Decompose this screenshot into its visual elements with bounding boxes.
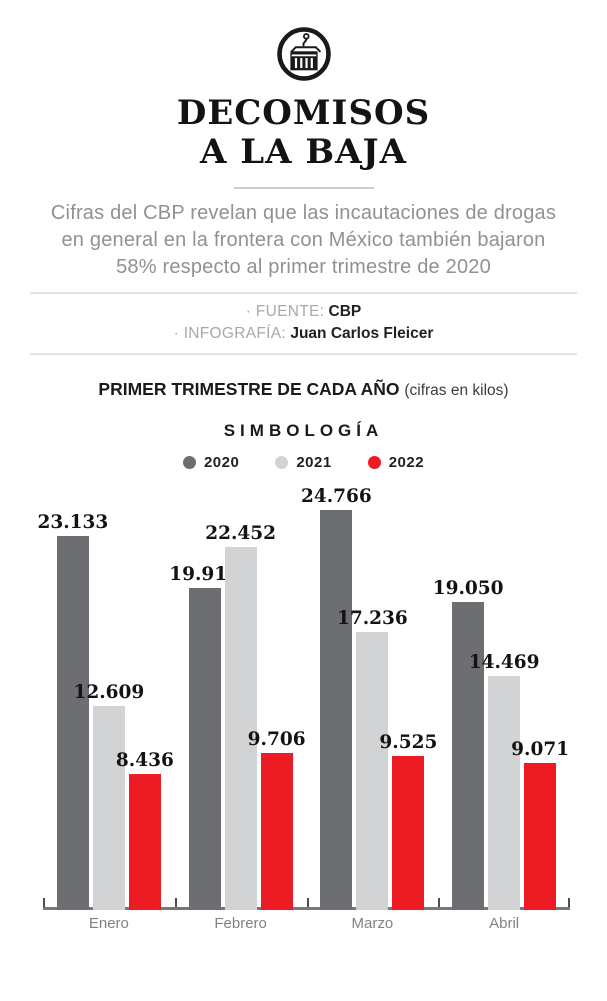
bar-enero-2021: 12.609 <box>73 682 144 910</box>
bar-value-label: 23.133 <box>37 512 109 533</box>
legend: 2020 2021 2022 <box>0 454 607 471</box>
bar-value-label: 24.766 <box>300 486 372 507</box>
bar-value-label: 22.452 <box>205 523 277 544</box>
chart-title: PRIMER TRIMESTRE DE CADA AÑO (cifras en … <box>0 379 607 400</box>
x-axis <box>43 898 570 910</box>
bar-value-label: 8.436 <box>115 750 174 771</box>
bar-group-enero: 23.133 12.609 8.436 <box>37 512 175 910</box>
bar-value-label: 17.236 <box>336 608 408 629</box>
subtitle: Cifras del CBP revelan que las incautaci… <box>0 200 607 281</box>
bar-rect <box>92 706 125 910</box>
bar-abril-2021: 14.469 <box>469 652 540 910</box>
source-label: · FUENTE: <box>245 303 325 320</box>
legend-dot-2020 <box>182 456 196 469</box>
bar-rect <box>224 547 257 910</box>
bar-febrero-2020: 19.912 <box>169 564 240 910</box>
legend-item-2022: 2022 <box>367 454 425 471</box>
source-block: · FUENTE: CBP · INFOGRAFÍA: Juan Carlos … <box>0 294 607 353</box>
divider-bottom <box>30 353 577 355</box>
divider-top <box>30 292 577 294</box>
axis-tick <box>306 898 309 907</box>
credit-line: · INFOGRAFÍA: Juan Carlos Fleicer <box>0 323 607 345</box>
bar-rect <box>356 632 389 910</box>
month-label-marzo: Marzo <box>351 915 394 932</box>
axis-tick <box>43 898 45 907</box>
bar-marzo-2020: 24.766 <box>301 486 372 910</box>
bar-chart: 23.133 12.609 8.436 19.912 22.452 9.706 24.766… <box>0 484 607 932</box>
legend-label-2021: 2021 <box>296 454 332 471</box>
chart-title-main: PRIMER TRIMESTRE DE CADA AÑO <box>98 379 400 399</box>
container-crane-icon <box>275 27 333 87</box>
credit-label: · INFOGRAFÍA: <box>173 325 287 342</box>
page-title-line1: DECOMISOS <box>176 93 431 133</box>
month-label-enero: Enero <box>88 915 129 932</box>
bar-febrero-2021: 22.452 <box>205 523 276 910</box>
bar-value-label: 9.706 <box>247 729 306 750</box>
page-title: DECOMISOS A LA BAJA <box>0 94 607 172</box>
bar-abril-2022: 9.071 <box>511 739 569 910</box>
legend-dot-2022 <box>367 456 381 469</box>
bar-marzo-2021: 17.236 <box>337 608 408 910</box>
legend-label-2020: 2020 <box>203 454 240 471</box>
bar-febrero-2022: 9.706 <box>248 729 306 910</box>
bar-enero-2020: 23.133 <box>37 512 108 910</box>
legend-label-2022: 2022 <box>388 454 425 471</box>
bar-rect <box>488 676 521 910</box>
bar-group-febrero: 19.912 22.452 9.706 <box>169 523 307 910</box>
legend-item-2020: 2020 <box>182 454 240 471</box>
bar-marzo-2022: 9.525 <box>379 732 437 910</box>
axis-tick <box>438 898 441 907</box>
bar-group-marzo: 24.766 17.236 9.525 <box>301 486 439 910</box>
bar-rect <box>188 588 221 910</box>
month-label-abril: Abril <box>489 915 520 932</box>
bar-rect <box>392 756 425 910</box>
bar-abril-2020: 19.050 <box>433 578 504 910</box>
bar-rect <box>128 774 161 910</box>
legend-dot-2021 <box>275 456 289 469</box>
subtitle-line: en general en la frontera con México tam… <box>61 229 546 251</box>
bar-value-label: 19.912 <box>169 564 241 585</box>
bar-groups: 23.133 12.609 8.436 19.912 22.452 9.706 24.766… <box>37 484 570 910</box>
axis-tick <box>174 898 177 907</box>
month-label-febrero: Febrero <box>214 915 267 932</box>
bar-value-label: 9.071 <box>511 739 570 760</box>
subtitle-line: 58% respecto al primer trimestre de 2020 <box>116 256 491 278</box>
credit-value: Juan Carlos Fleicer <box>290 325 434 342</box>
header-icon-area <box>0 0 607 88</box>
page-title-line2: A LA BAJA <box>200 132 407 172</box>
source-line: · FUENTE: CBP <box>0 301 607 323</box>
bar-rect <box>56 536 89 910</box>
bar-group-abril: 19.050 14.469 9.071 <box>433 578 570 910</box>
bar-rect <box>260 753 293 910</box>
legend-title: SIMBOLOGÍA <box>223 421 384 440</box>
month-labels: Enero Febrero Marzo Abril <box>43 910 570 932</box>
bar-value-label: 14.469 <box>468 652 540 673</box>
bar-value-label: 19.050 <box>432 578 504 599</box>
axis-tick <box>568 898 570 907</box>
legend-item-2021: 2021 <box>275 454 331 471</box>
bar-rect <box>452 602 485 910</box>
chart-units-note: (cifras en kilos) <box>404 382 509 399</box>
bar-value-label: 12.609 <box>73 682 145 703</box>
title-divider <box>233 187 374 189</box>
bar-rect <box>524 763 557 910</box>
subtitle-line: Cifras del CBP revelan que las incautaci… <box>50 202 557 224</box>
bar-rect <box>320 510 353 910</box>
bar-value-label: 9.525 <box>379 732 438 753</box>
source-value: CBP <box>328 303 362 320</box>
bar-enero-2022: 8.436 <box>116 750 174 910</box>
